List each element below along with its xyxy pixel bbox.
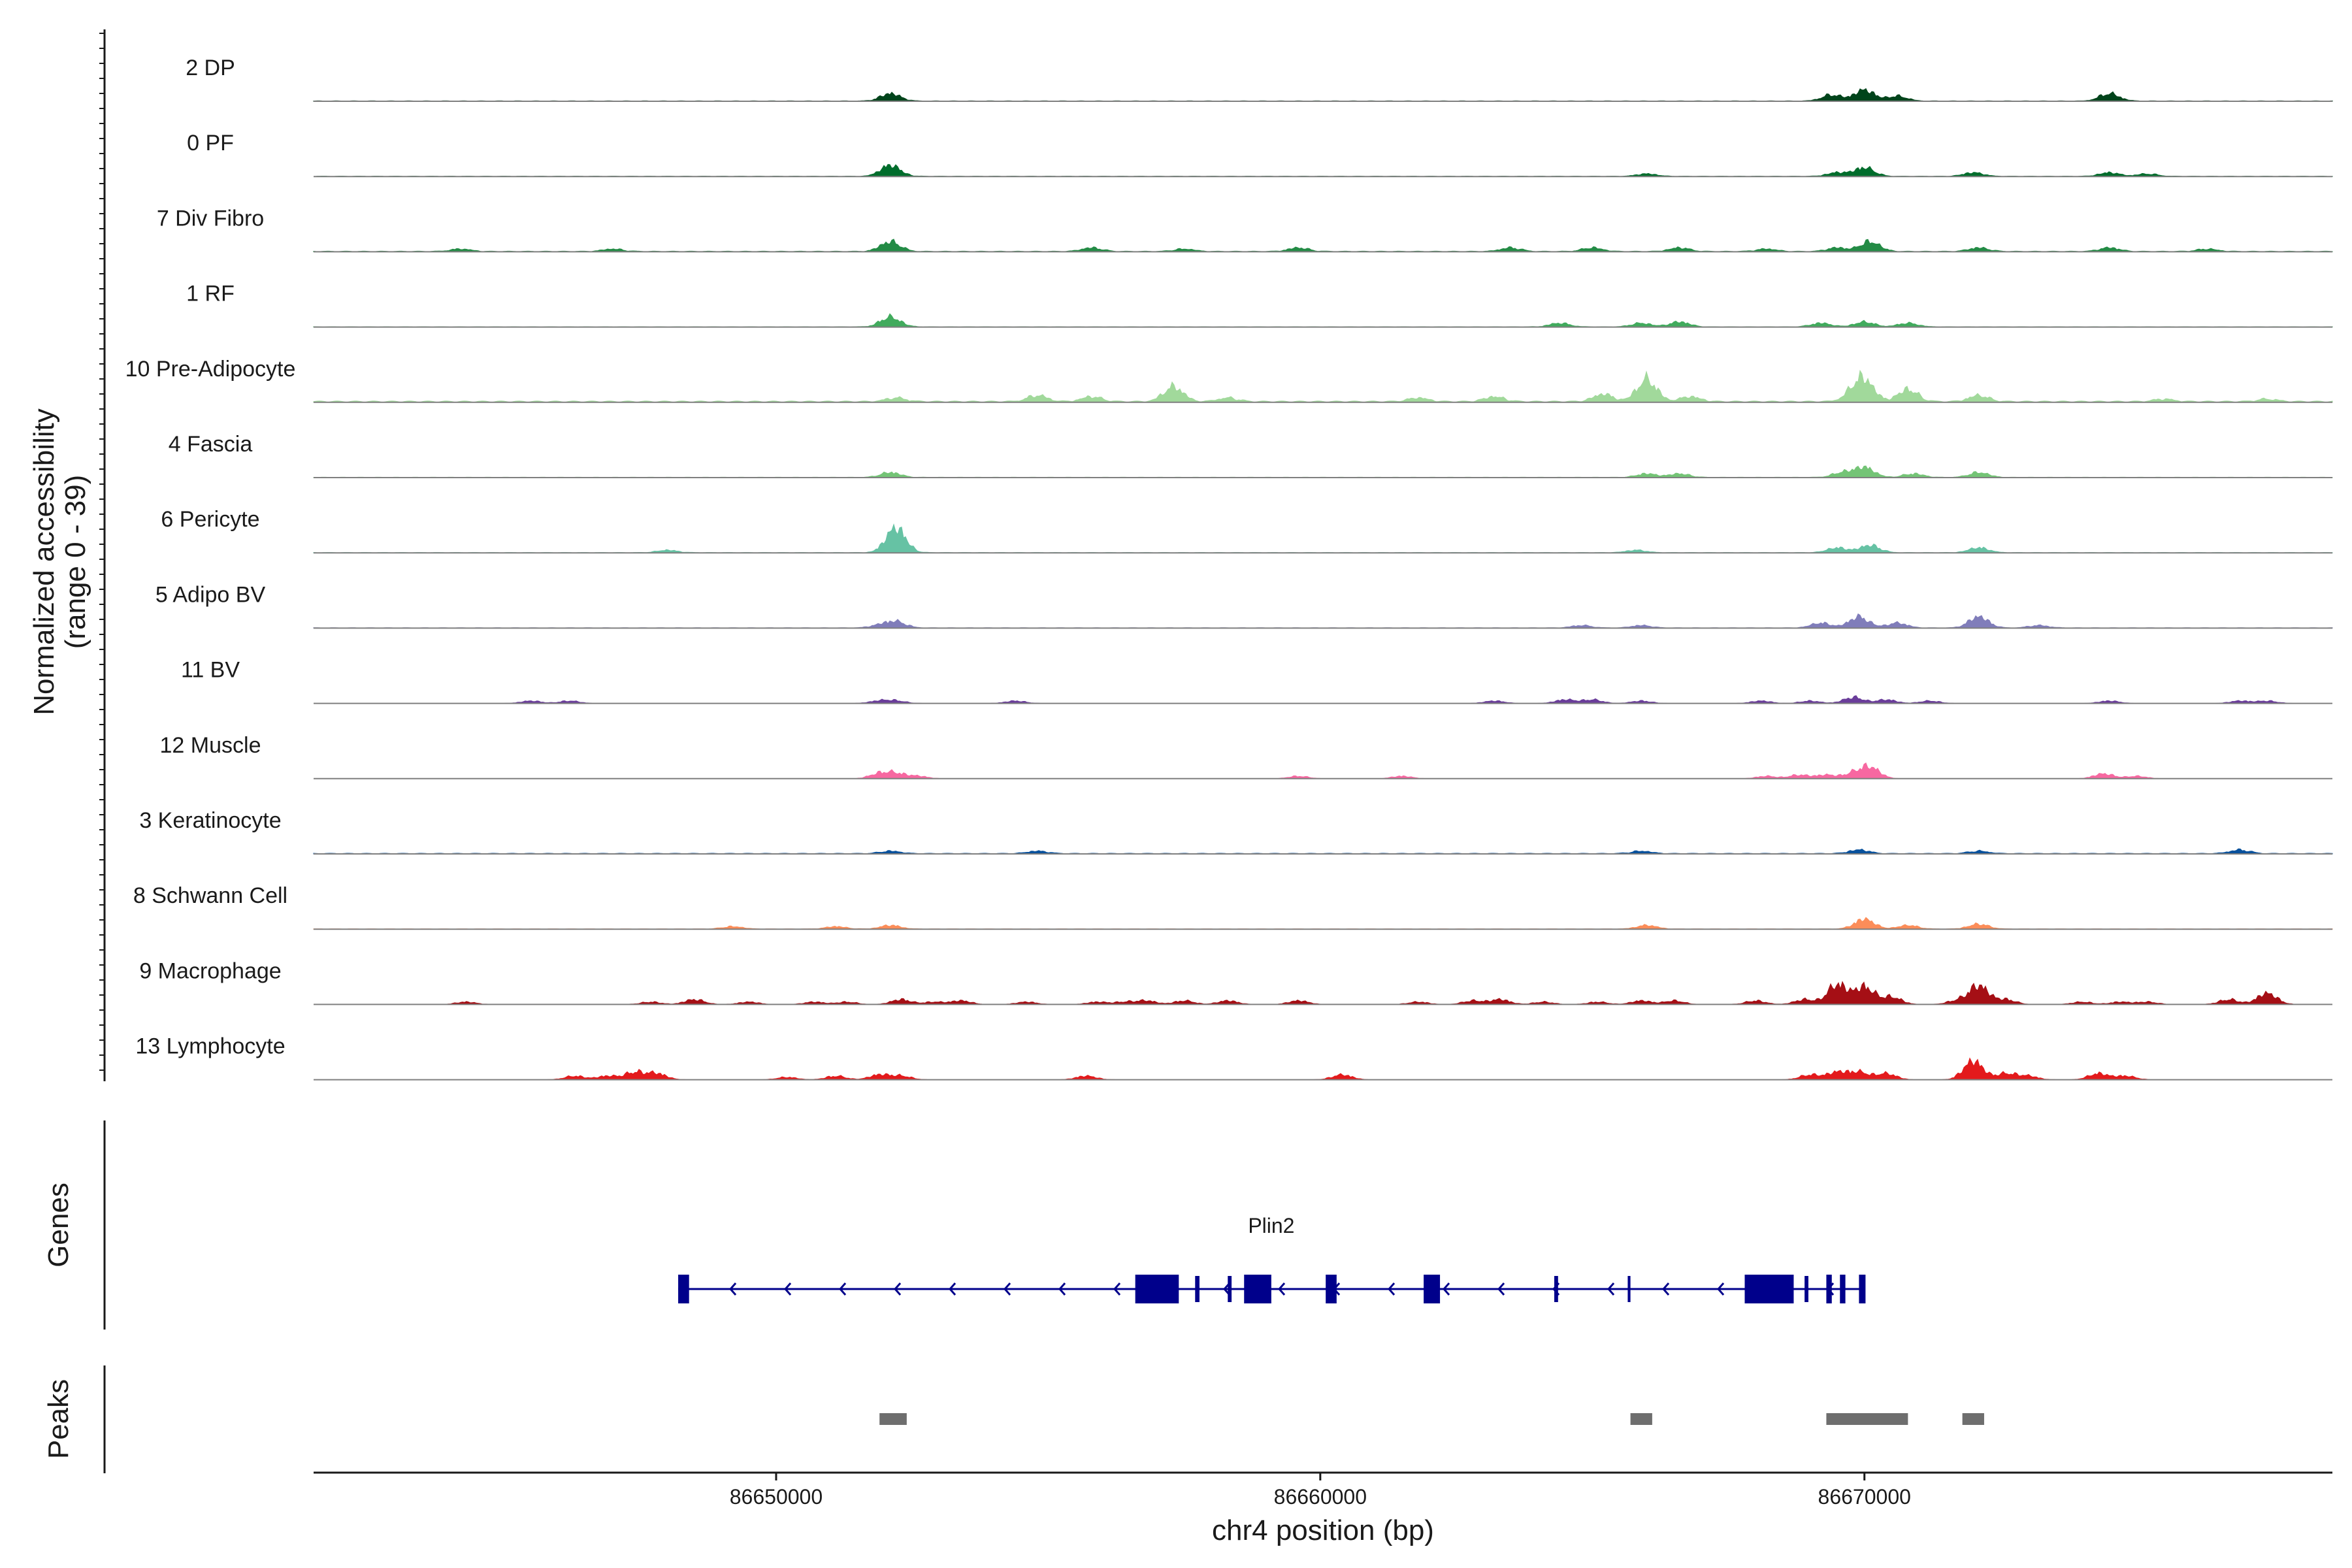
strand-chevron (729, 1282, 737, 1296)
coverage-tracks: 2 DP 0 PF 7 Div Fibro 1 RF 10 Pre-Adipocyte 4… (125, 56, 2333, 1081)
track-10: 12 Muscle (160, 733, 2332, 779)
y-axis-title-line1: Normalized accessibility (28, 408, 60, 715)
y-axis-title-line2: (range 0 - 39) (59, 475, 91, 649)
track-label: 11 BV (181, 658, 240, 683)
track-label: 2 DP (186, 56, 235, 80)
track-label: 13 Lymphocyte (135, 1034, 285, 1059)
track-label: 7 Div Fibro (157, 206, 264, 231)
track-7: 6 Pericyte (161, 507, 2333, 554)
track-5: 10 Pre-Adipocyte (125, 357, 2333, 403)
track-2: 0 PF (187, 131, 2333, 178)
gene-exon (1195, 1276, 1200, 1302)
gene-track: Plin2 (678, 1214, 1866, 1303)
strand-chevron (784, 1282, 792, 1296)
track-6: 4 Fascia (169, 432, 2333, 478)
strand-chevron (1443, 1282, 1450, 1296)
strand-chevron (839, 1282, 847, 1296)
gene-exon (1859, 1275, 1866, 1303)
gene-exon (1826, 1275, 1832, 1303)
strand-chevron (1607, 1282, 1615, 1296)
track-11: 3 Keratinocyte (139, 808, 2333, 855)
strand-chevron (1717, 1282, 1725, 1296)
x-axis-ticks: 86650000 86660000 86670000 (730, 1473, 1911, 1509)
strand-chevron (949, 1282, 956, 1296)
coverage-area (314, 1057, 2332, 1081)
x-axis-title: chr4 position (bp) (1212, 1514, 1434, 1546)
track-4: 1 RF (186, 282, 2333, 328)
gene-name-label: Plin2 (1248, 1214, 1294, 1237)
genes-panel-title: Genes (42, 1183, 74, 1267)
strand-chevron (1058, 1282, 1066, 1296)
strand-chevron (1004, 1282, 1011, 1296)
track-label: 0 PF (187, 131, 234, 155)
gene-exon (1228, 1276, 1232, 1302)
track-9: 11 BV (181, 658, 2332, 704)
x-tick-label: 86660000 (1274, 1485, 1367, 1509)
gene-exon (1135, 1275, 1179, 1303)
gene-exon (1424, 1275, 1441, 1303)
gene-exon (1840, 1275, 1846, 1303)
track-label: 5 Adipo BV (155, 582, 266, 607)
accessibility-y-axis (99, 29, 106, 1081)
gene-exon (1244, 1275, 1271, 1303)
strand-chevron (1662, 1282, 1670, 1296)
track-label: 6 Pericyte (161, 507, 259, 532)
track-12: 8 Schwann Cell (133, 883, 2333, 930)
gene-exon (1326, 1275, 1337, 1303)
strand-chevron (1388, 1282, 1396, 1296)
strand-chevron (1497, 1282, 1505, 1296)
gene-exon (1744, 1275, 1794, 1303)
strand-chevron (1113, 1282, 1121, 1296)
track-label: 10 Pre-Adipocyte (125, 357, 296, 382)
track-label: 8 Schwann Cell (133, 883, 287, 908)
strand-chevron (894, 1282, 902, 1296)
x-tick-label: 86670000 (1818, 1485, 1911, 1509)
track-14: 13 Lymphocyte (135, 1034, 2332, 1081)
coverage-area (313, 369, 2333, 403)
track-label: 12 Muscle (160, 733, 261, 758)
track-label: 9 Macrophage (139, 958, 281, 983)
track-label: 3 Keratinocyte (139, 808, 281, 833)
track-1: 2 DP (186, 56, 2333, 102)
gene-exon (1554, 1276, 1558, 1302)
x-tick-label: 86650000 (730, 1485, 823, 1509)
track-label: 1 RF (186, 282, 235, 306)
peak-region (879, 1413, 907, 1425)
gene-exon (1805, 1276, 1808, 1302)
peaks-panel-title: Peaks (42, 1379, 74, 1459)
gene-exon (1627, 1276, 1631, 1302)
gene-exon (678, 1275, 689, 1303)
track-3: 7 Div Fibro (157, 206, 2333, 253)
peak-region (1630, 1413, 1652, 1425)
track-8: 5 Adipo BV (155, 582, 2333, 629)
track-label: 4 Fascia (169, 432, 253, 457)
track-13: 9 Macrophage (139, 958, 2332, 1005)
peak-region (1826, 1413, 1908, 1425)
peak-region (1962, 1413, 1984, 1425)
strand-chevron (1278, 1282, 1286, 1296)
peak-track (879, 1413, 1984, 1425)
